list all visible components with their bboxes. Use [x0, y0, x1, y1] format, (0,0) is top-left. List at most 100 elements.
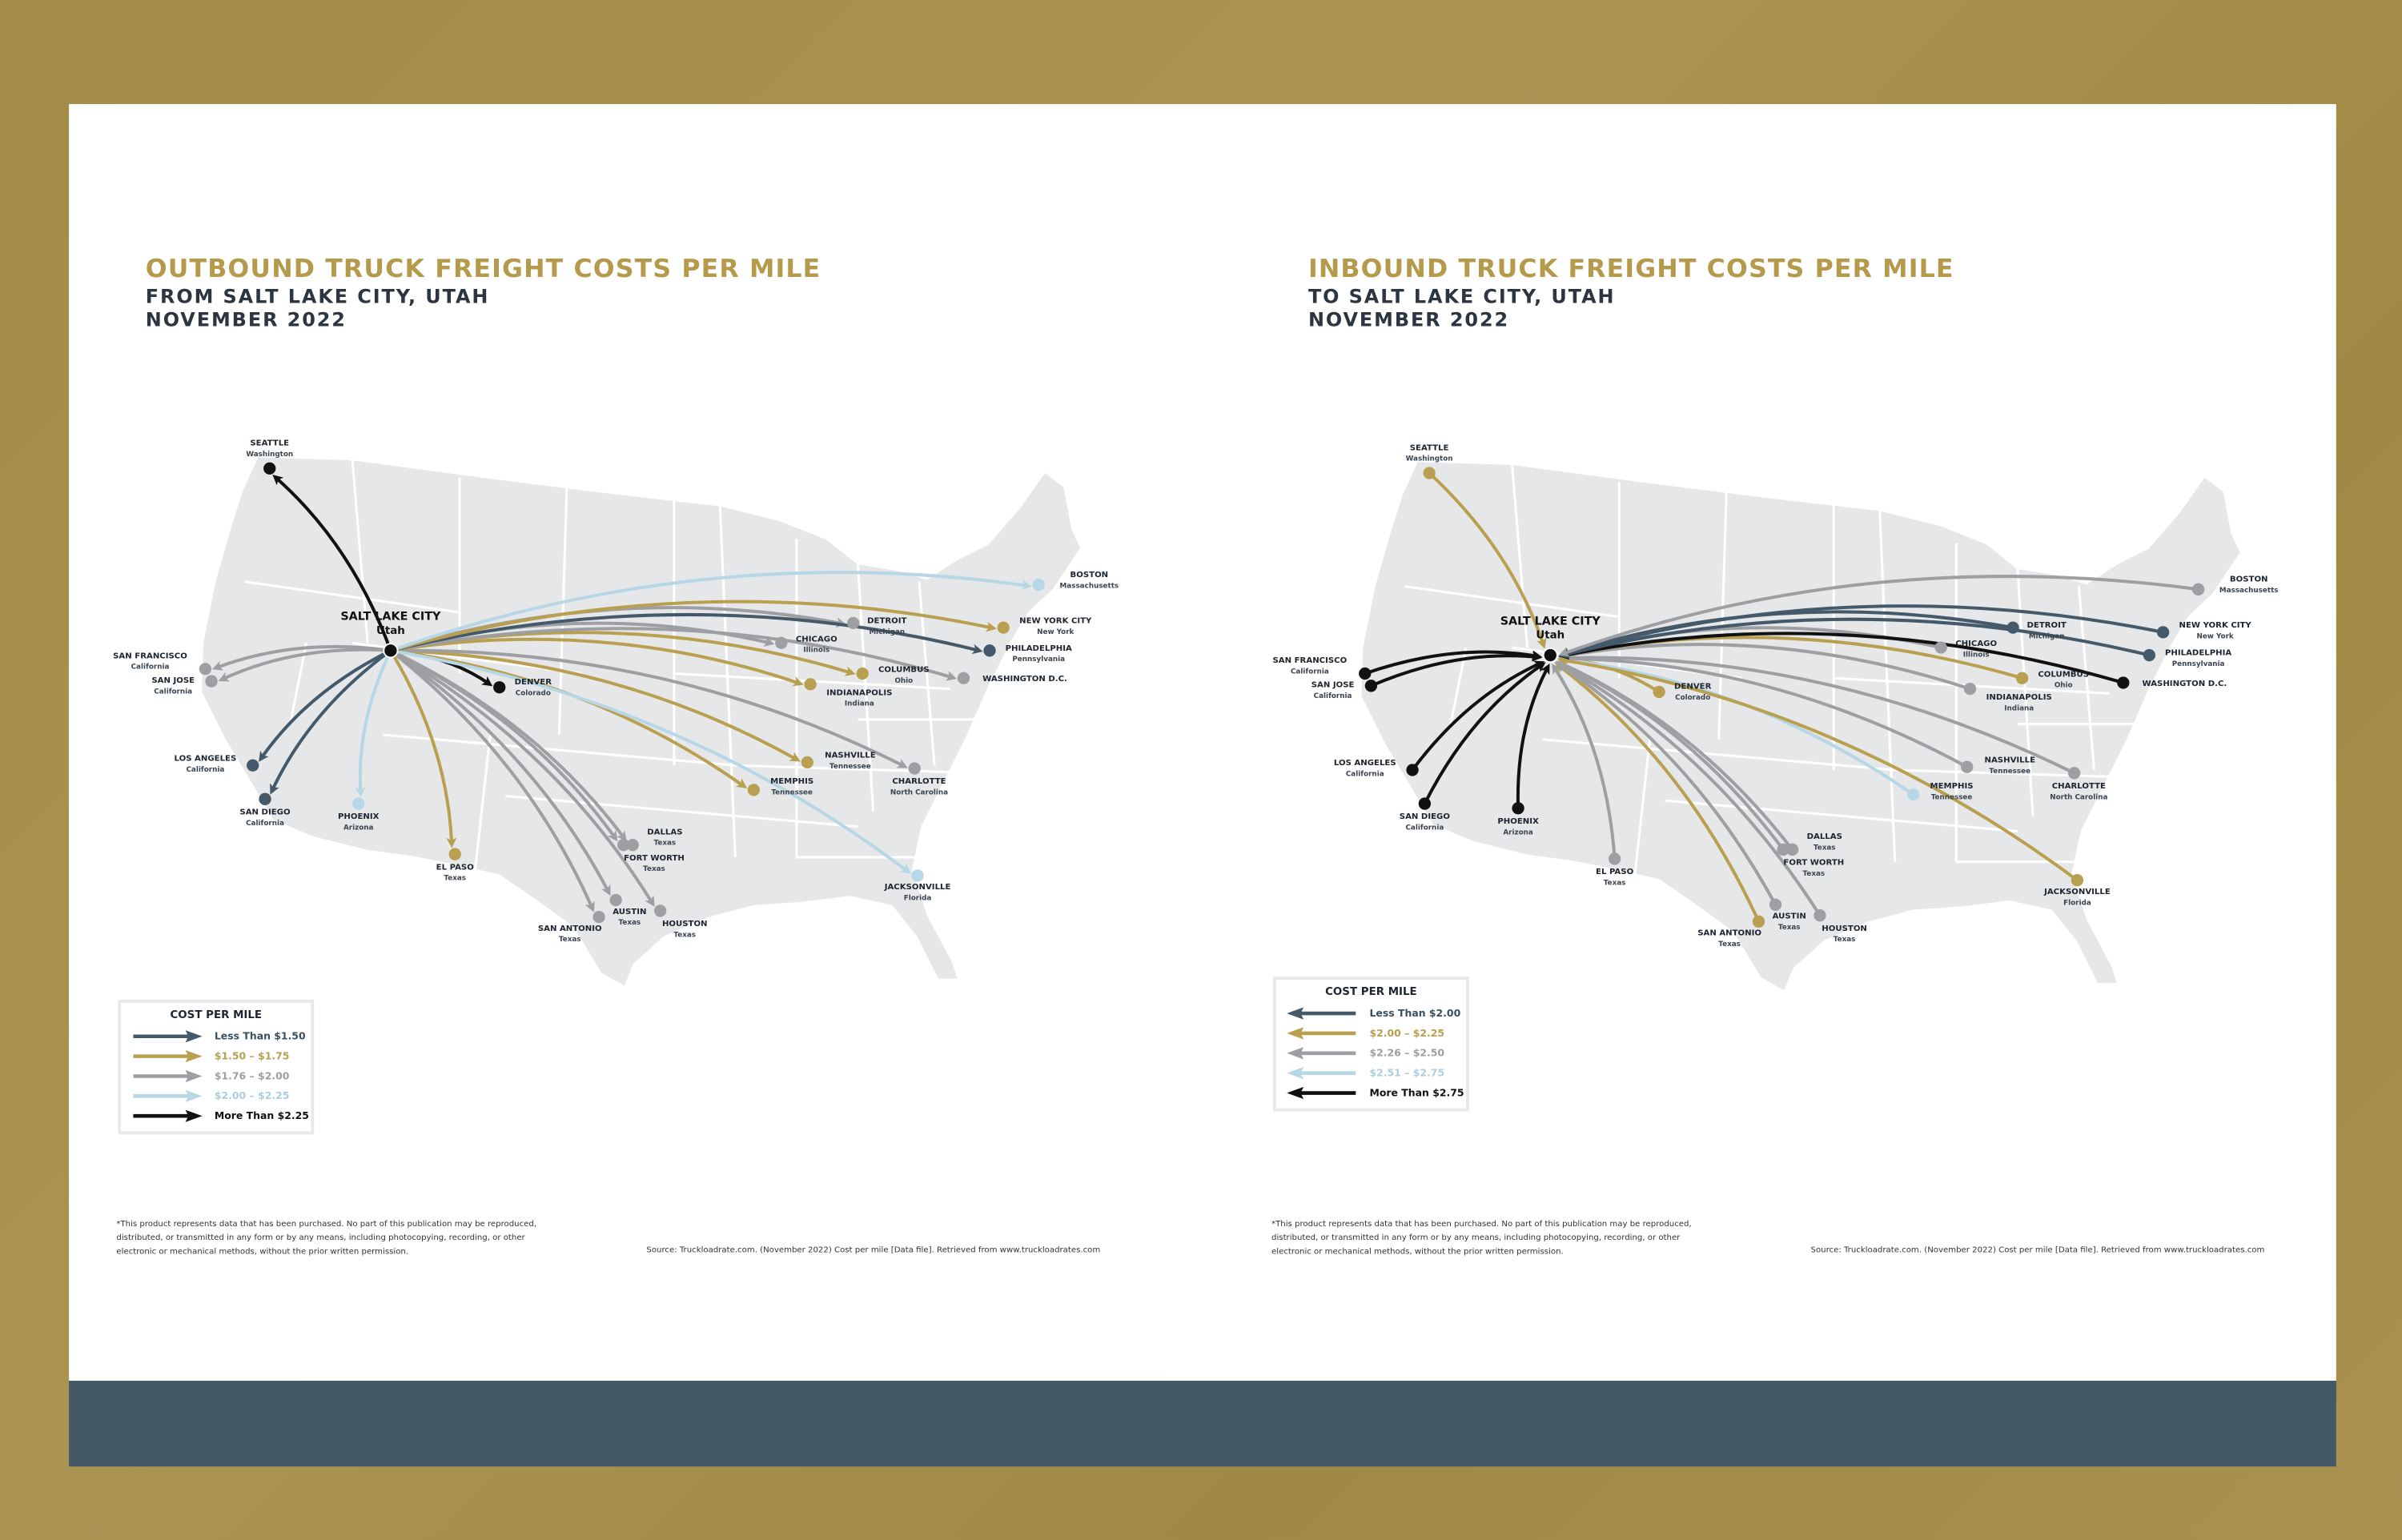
legend-label: Less Than $2.00 — [1369, 1007, 1461, 1020]
city-dot[interactable] — [609, 893, 622, 907]
city-dot[interactable] — [1512, 802, 1524, 815]
city-state-label: Washington — [246, 451, 293, 459]
city-state-label: Texas — [444, 875, 466, 883]
state-border — [1665, 799, 2018, 833]
city-dot[interactable] — [1752, 915, 1765, 928]
city-dot[interactable] — [804, 678, 817, 691]
city-dot[interactable] — [2067, 767, 2081, 780]
city-dot[interactable] — [493, 681, 506, 694]
city-dot[interactable] — [1961, 760, 1974, 773]
city-dot[interactable] — [801, 756, 813, 769]
route-arrow-indianapolis — [1558, 643, 1971, 691]
city-name-label: PHOENIX — [1497, 817, 1539, 826]
route-arrow-washington-d-c- — [390, 627, 958, 681]
city-dot[interactable] — [997, 621, 1010, 634]
city-dot[interactable] — [247, 759, 259, 772]
city-dot[interactable] — [847, 616, 860, 630]
city-dot[interactable] — [352, 797, 365, 810]
city-dot[interactable] — [983, 644, 996, 657]
hub-dot[interactable] — [383, 643, 399, 659]
city-dot[interactable] — [263, 462, 276, 475]
route-arrow-seattle — [272, 474, 392, 652]
city-dot[interactable] — [1364, 680, 1378, 692]
arrow-right-icon — [133, 1069, 203, 1083]
city-dot[interactable] — [1907, 788, 1920, 801]
city-state-label: New York — [1037, 628, 1074, 636]
city-state-label: North Carolina — [2050, 793, 2107, 801]
city-name-label: SEATTLE — [1410, 443, 1449, 452]
arrow-left-icon — [1287, 1027, 1356, 1040]
city-state-label: Texas — [1803, 870, 1826, 878]
hub-name-label: SALT LAKE CITY — [1500, 615, 1601, 628]
inbound-title: INBOUND TRUCK FREIGHT COSTS PER MILE — [1307, 254, 1954, 283]
city-dot[interactable] — [592, 910, 605, 924]
city-dot[interactable] — [617, 839, 630, 852]
city-state-label: Texas — [1834, 936, 1856, 944]
city-dot[interactable] — [1418, 797, 1432, 810]
hub-name-label: SALT LAKE CITY — [340, 611, 441, 624]
city-state-label: Texas — [1604, 879, 1626, 887]
city-dot[interactable] — [1032, 578, 1045, 592]
city-dot[interactable] — [1785, 843, 1799, 856]
city-state-label: Ohio — [2055, 682, 2073, 690]
city-dot[interactable] — [747, 784, 760, 796]
hub-dot[interactable] — [1542, 647, 1558, 664]
city-dot[interactable] — [2191, 583, 2205, 596]
city-dot[interactable] — [626, 839, 639, 852]
city-dot[interactable] — [653, 904, 667, 917]
city-name-label: MEMPHIS — [1930, 782, 1974, 791]
city-state-label: Texas — [1718, 940, 1741, 948]
route-arrow-austin — [1555, 662, 1777, 906]
city-dot[interactable] — [1406, 764, 1419, 776]
city-dot[interactable] — [1963, 682, 1977, 696]
city-dot[interactable] — [2143, 648, 2156, 662]
city-state-label: Washington — [1406, 455, 1453, 463]
inbound-disclaimer: *This product represents data that has b… — [1271, 1218, 1692, 1260]
city-dot[interactable] — [2117, 676, 2130, 689]
state-border — [1894, 768, 2140, 780]
city-state-label: Texas — [643, 865, 665, 873]
city-dot[interactable] — [911, 869, 924, 882]
city-dot[interactable] — [199, 663, 212, 676]
city-dot[interactable] — [908, 762, 921, 775]
city-dot[interactable] — [2006, 621, 2019, 634]
arrow-left-icon — [1287, 1007, 1356, 1020]
city-dot[interactable] — [1934, 641, 1947, 654]
city-state-label: Texas — [1814, 844, 1836, 852]
city-dot[interactable] — [1777, 843, 1789, 856]
city-dot[interactable] — [448, 848, 461, 860]
city-state-label: California — [246, 820, 284, 828]
city-dot[interactable] — [2071, 874, 2084, 887]
city-dot[interactable] — [856, 667, 869, 680]
arrow-right-icon — [133, 1030, 203, 1043]
route-arrow-indianapolis — [390, 637, 804, 687]
city-name-label: SAN JOSE — [151, 676, 195, 685]
inbound-subtitle: TO SALT LAKE CITY, UTAH — [1307, 284, 1616, 308]
city-name-label: LOS ANGELES — [1334, 759, 1396, 768]
city-dot[interactable] — [1814, 909, 1826, 922]
city-state-label: Texas — [673, 931, 696, 939]
city-name-label: CHARLOTTE — [2052, 782, 2106, 791]
state-border — [473, 734, 492, 873]
city-dot[interactable] — [259, 792, 271, 805]
city-name-label: DALLAS — [1807, 832, 1842, 841]
city-dot[interactable] — [2015, 672, 2029, 684]
city-dot[interactable] — [205, 675, 218, 688]
route-arrow-fort-worth — [389, 649, 618, 842]
city-name-label: EL PASO — [1596, 868, 1634, 876]
city-state-label: Tennessee — [771, 789, 813, 797]
route-arrow-nashville — [390, 648, 801, 762]
city-dot[interactable] — [775, 636, 788, 649]
city-dot[interactable] — [2156, 626, 2170, 639]
arrow-left-icon — [1287, 1047, 1356, 1060]
city-name-label: SEATTLE — [250, 439, 289, 448]
legend-label: $2.51 – $2.75 — [1369, 1067, 1445, 1080]
city-name-label: FORT WORTH — [1783, 859, 1844, 868]
city-dot[interactable] — [957, 672, 970, 684]
city-dot[interactable] — [1608, 852, 1621, 865]
route-arrow-san-francisco — [1364, 650, 1543, 676]
city-dot[interactable] — [1359, 667, 1372, 680]
city-dot[interactable] — [1653, 685, 1665, 699]
city-dot[interactable] — [1769, 898, 1782, 911]
city-dot[interactable] — [1423, 467, 1436, 479]
